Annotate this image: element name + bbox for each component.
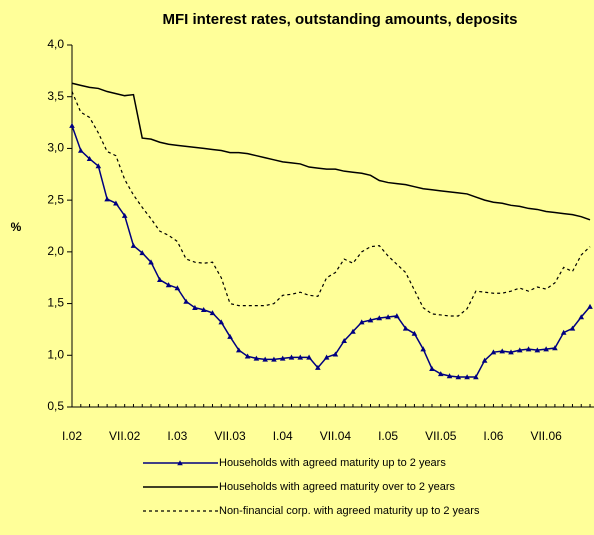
- point-marker: [200, 306, 207, 313]
- point-marker: [560, 329, 567, 335]
- y-tick-label: 4,0: [47, 37, 64, 51]
- point-marker: [165, 282, 172, 288]
- point-marker: [481, 357, 488, 363]
- x-tick-label: VII.05: [425, 429, 457, 443]
- point-marker: [358, 319, 365, 325]
- point-marker: [516, 347, 523, 353]
- point-marker: [306, 354, 312, 360]
- point-marker: [288, 354, 295, 360]
- point-marker: [139, 250, 146, 256]
- point-marker: [473, 374, 479, 380]
- point-marker: [455, 374, 462, 380]
- x-tick-label: I.04: [273, 429, 293, 443]
- point-marker: [69, 122, 75, 128]
- point-marker: [271, 356, 277, 362]
- point-marker: [367, 317, 374, 323]
- legend-label: Households with agreed maturity over to …: [219, 481, 456, 493]
- point-marker: [262, 356, 268, 362]
- point-marker: [437, 371, 444, 377]
- point-marker: [490, 349, 497, 355]
- point-marker: [218, 319, 225, 325]
- point-marker: [244, 353, 251, 359]
- x-tick-label: I.02: [62, 429, 82, 443]
- point-marker: [525, 346, 532, 352]
- point-marker: [77, 147, 84, 153]
- point-marker: [420, 346, 426, 352]
- point-marker: [350, 328, 356, 334]
- point-marker: [86, 155, 93, 162]
- y-tick-label: 1,5: [47, 296, 64, 310]
- legend-label: Non-financial corp. with agreed maturity…: [219, 505, 480, 517]
- legend-marker: [177, 460, 183, 466]
- point-marker: [578, 314, 585, 320]
- point-marker: [104, 196, 110, 202]
- x-tick-label: I.05: [378, 429, 398, 443]
- point-marker: [323, 354, 330, 360]
- point-marker: [227, 333, 233, 339]
- point-marker: [209, 310, 216, 316]
- y-tick-label: 3,0: [47, 141, 64, 155]
- y-tick-label: 3,5: [47, 89, 64, 103]
- y-tick-label: 2,5: [47, 192, 64, 206]
- y-axis-label: %: [11, 220, 22, 234]
- point-marker: [341, 338, 347, 344]
- point-marker: [411, 330, 418, 336]
- chart-title: MFI interest rates, outstanding amounts,…: [162, 11, 517, 28]
- point-marker: [534, 347, 541, 353]
- point-marker: [113, 200, 119, 206]
- x-tick-label: VII.03: [214, 429, 246, 443]
- point-marker: [402, 325, 409, 331]
- point-marker: [394, 313, 400, 319]
- point-marker: [499, 348, 506, 354]
- series-line: [71, 82, 591, 221]
- x-tick-label: VII.04: [320, 429, 352, 443]
- point-marker: [183, 298, 189, 304]
- point-marker: [315, 364, 321, 370]
- point-marker: [543, 346, 549, 352]
- point-marker: [121, 212, 128, 218]
- x-tick-label: I.06: [483, 429, 503, 443]
- point-marker: [192, 304, 198, 310]
- point-marker: [297, 354, 304, 360]
- point-marker: [376, 315, 383, 321]
- point-marker: [552, 345, 558, 351]
- legend-label: Households with agreed maturity up to 2 …: [219, 457, 446, 469]
- x-tick-label: VII.02: [109, 429, 141, 443]
- series-line: [71, 125, 591, 378]
- point-marker: [157, 276, 163, 283]
- point-marker: [508, 349, 514, 355]
- point-marker: [429, 365, 435, 371]
- point-marker: [587, 303, 593, 309]
- x-tick-label: I.03: [167, 429, 187, 443]
- point-marker: [130, 242, 137, 248]
- point-marker: [332, 351, 339, 357]
- point-marker: [464, 374, 470, 380]
- y-tick-label: 1,0: [47, 347, 64, 361]
- point-marker: [95, 163, 102, 169]
- x-tick-label: VII.06: [530, 429, 562, 443]
- point-marker: [148, 259, 154, 265]
- series-line: [71, 91, 591, 317]
- y-tick-label: 0,5: [47, 399, 64, 413]
- point-marker: [174, 285, 181, 291]
- point-marker: [446, 373, 453, 379]
- point-marker: [236, 347, 242, 353]
- point-marker: [279, 355, 286, 361]
- y-tick-label: 2,0: [47, 244, 64, 258]
- point-marker: [253, 355, 260, 361]
- point-marker: [569, 325, 576, 331]
- point-marker: [385, 314, 391, 320]
